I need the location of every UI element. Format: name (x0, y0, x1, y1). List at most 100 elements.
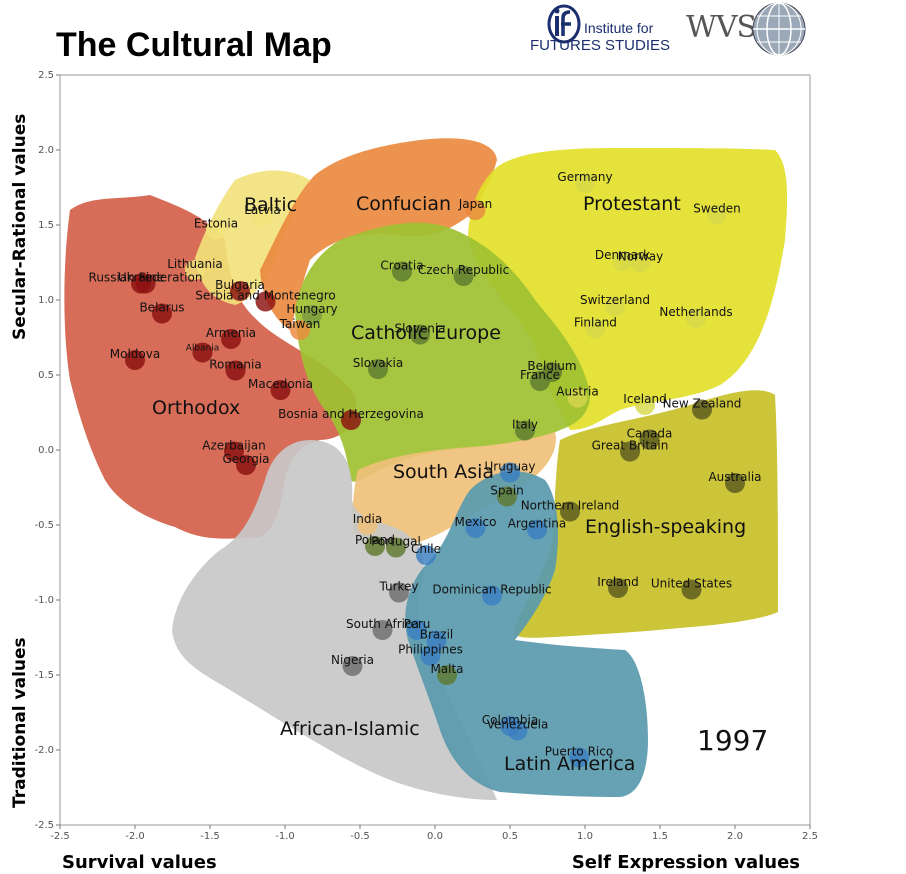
country-label-poland: Poland (355, 533, 395, 547)
country-label-azerbaijan: Azerbaijan (202, 439, 265, 453)
country-label-sweden: Sweden (693, 202, 740, 216)
country-label-norway: Norway (618, 250, 664, 264)
country-point-germany[interactable] (575, 173, 595, 193)
country-point-philippines[interactable] (420, 645, 441, 666)
country-point-south-africa[interactable] (372, 620, 393, 640)
country-point-ukraine[interactable] (131, 273, 151, 294)
country-label-south-africa: South Africa (346, 617, 419, 631)
region-shape-english-speaking (514, 390, 778, 638)
country-point-estonia[interactable] (206, 219, 226, 240)
country-point-finland[interactable] (585, 318, 606, 339)
country-point-turkey[interactable] (389, 582, 409, 603)
country-point-moldova[interactable] (125, 350, 145, 370)
country-point-great-britain[interactable] (620, 441, 640, 462)
country-point-canada[interactable] (639, 429, 660, 450)
country-point-netherlands[interactable] (686, 308, 706, 328)
country-point-hungary[interactable] (302, 305, 322, 325)
country-label-turkey: Turkey (378, 580, 418, 594)
country-point-united-states[interactable] (681, 579, 702, 600)
country-point-argentina[interactable] (527, 519, 547, 540)
region-label-protestant: Protestant (583, 193, 681, 215)
country-point-lithuania[interactable] (185, 260, 205, 280)
region-label-latin-america: Latin America (504, 753, 635, 775)
country-point-northern-ireland[interactable] (560, 501, 580, 522)
country-point-malta[interactable] (437, 665, 457, 685)
country-point-italy[interactable] (515, 420, 535, 441)
country-point-latvia[interactable] (252, 206, 273, 226)
axes: -2.5 -2.0 -1.5 -1.0 -0.5 0.0 0.5 1.0 1.5 2.0 2.5 2.… (34, 70, 817, 842)
country-point-romania[interactable] (225, 360, 246, 381)
country-point-bulgaria[interactable] (230, 281, 250, 301)
country-point-india[interactable] (357, 515, 378, 535)
country-label-portugal: Portugal (371, 535, 421, 549)
country-point-puerto-rico[interactable] (569, 747, 589, 768)
country-point-dominican-republic[interactable] (482, 585, 502, 606)
country-point-iceland[interactable] (635, 395, 655, 415)
iff-logo-line2: FUTURES STUDIES (530, 37, 671, 54)
country-point-mexico[interactable] (465, 518, 486, 538)
region-shape-latin-america (405, 471, 648, 797)
country-point-bosnia-and-herzegovina[interactable] (341, 410, 361, 430)
x-tick-label: -2.0 (125, 831, 145, 842)
country-point-portugal[interactable] (386, 537, 406, 558)
country-point-ireland[interactable] (608, 578, 628, 598)
y-tick-label: 0.5 (38, 370, 54, 381)
country-point-france[interactable] (530, 371, 550, 391)
country-point-spain[interactable] (497, 486, 517, 507)
country-label-belarus: Belarus (139, 301, 184, 315)
country-label-spain: Spain (490, 484, 524, 498)
country-point-belarus[interactable] (152, 303, 172, 324)
country-label-philippines: Philippines (398, 643, 463, 657)
country-point-albania[interactable] (192, 342, 213, 363)
x-tick-label: -1.5 (200, 831, 220, 842)
country-point-slovakia[interactable] (368, 359, 388, 379)
country-point-macedonia[interactable] (270, 380, 291, 400)
country-point-nigeria[interactable] (342, 656, 363, 676)
iff-logo: Institute for FUTURES STUDIES (530, 2, 670, 60)
y-axis-label-top: Secular-Rational values (10, 114, 30, 340)
country-point-australia[interactable] (725, 473, 745, 493)
country-label-puerto-rico: Puerto Rico (545, 745, 613, 759)
country-point-brazil[interactable] (426, 630, 447, 651)
country-point-armenia[interactable] (221, 329, 241, 349)
country-point-azerbaijan[interactable] (224, 441, 244, 462)
country-point-taiwan[interactable] (290, 320, 310, 340)
country-point-croatia[interactable] (392, 261, 412, 282)
country-point-norway[interactable] (630, 252, 651, 273)
y-axis-label-bottom: Traditional values (10, 637, 30, 808)
country-point-peru[interactable] (407, 620, 427, 640)
country-label-macedonia: Macedonia (248, 377, 313, 391)
country-point-new-zealand[interactable] (692, 399, 712, 420)
country-label-slovakia: Slovakia (353, 356, 403, 370)
y-tick-label: 0.0 (38, 445, 54, 456)
country-label-new-zealand: New Zealand (663, 397, 742, 411)
country-label-france: France (520, 368, 560, 382)
country-point-japan[interactable] (465, 200, 486, 220)
country-point-chile[interactable] (416, 545, 436, 565)
y-tick-label: 2.5 (38, 70, 54, 81)
y-tick-label: -2.5 (34, 820, 54, 831)
country-label-switzerland: Switzerland (580, 293, 650, 307)
country-point-venezuela[interactable] (507, 720, 528, 741)
country-point-switzerland[interactable] (605, 296, 625, 316)
country-point-slovenia[interactable] (410, 324, 430, 345)
country-label-germany: Germany (557, 170, 612, 184)
country-label-uruguay: Uruguay (485, 460, 536, 474)
country-point-poland[interactable] (365, 536, 385, 556)
country-label-ireland: Ireland (597, 575, 639, 589)
country-point-uruguay[interactable] (500, 462, 520, 483)
country-label-latvia: Latvia (244, 203, 281, 217)
country-point-sweden[interactable] (707, 204, 727, 225)
country-point-serbia-and-montenegro[interactable] (255, 291, 276, 312)
x-tick-label: 0.0 (427, 831, 443, 842)
country-label-georgia: Georgia (222, 452, 269, 466)
x-tick-label: 2.0 (727, 831, 743, 842)
country-point-czech-republic[interactable] (453, 266, 474, 286)
country-label-malta: Malta (430, 662, 463, 676)
country-label-moldova: Moldova (110, 347, 160, 361)
country-point-austria[interactable] (567, 387, 588, 408)
country-point-denmark[interactable] (612, 251, 633, 271)
country-point-georgia[interactable] (236, 455, 256, 475)
